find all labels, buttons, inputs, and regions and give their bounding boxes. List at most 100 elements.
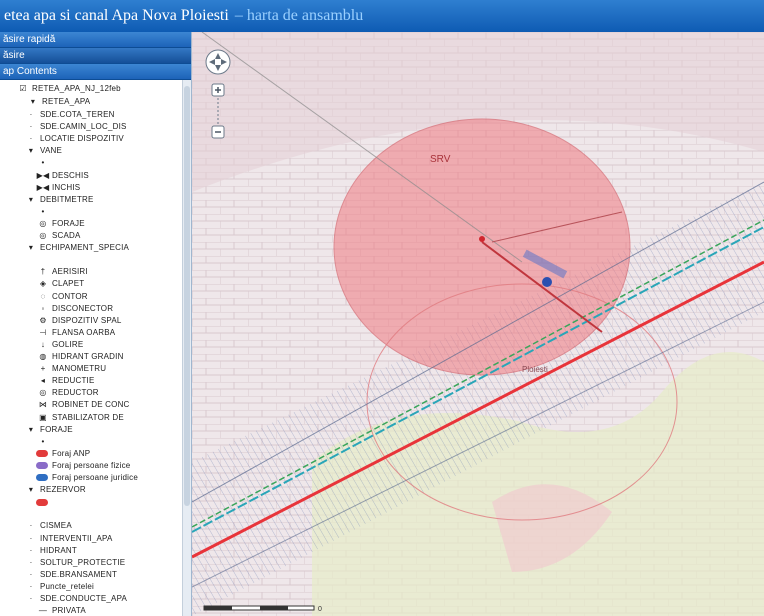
map-navigation[interactable]	[205, 49, 231, 139]
panel-contents-header[interactable]: ap Contents	[0, 64, 191, 80]
toc-layer-item[interactable]: ▶◀ INCHIS	[34, 181, 80, 194]
toc-scrollbar[interactable]	[182, 80, 191, 616]
pan-control[interactable]	[205, 49, 231, 75]
toc-layer-item[interactable]: · SDE.CAMIN_LOC_DIS	[22, 120, 127, 133]
toc-layer-item[interactable]	[34, 253, 52, 266]
scroll-thumb[interactable]	[184, 86, 190, 506]
toc-layer-item[interactable]: ◎ SCADA	[34, 229, 81, 242]
legend-symbol-icon: ◍	[39, 352, 47, 361]
toc-layer-item[interactable]: ◂ REDUCTIE	[34, 374, 95, 387]
toc-layer-item[interactable]: · INTERVENTII_APA	[22, 532, 113, 545]
toc-layer-item[interactable]: ◌ CONTOR	[34, 290, 88, 303]
toc-layer-item[interactable]: ↓ GOLIRE	[34, 338, 83, 351]
legend-swatch-icon	[34, 495, 52, 508]
pipe-grey-3[interactable]	[201, 32, 523, 263]
toc-layer-item[interactable]: ▾ DEBITMETRE	[22, 193, 94, 206]
toc-layer-item[interactable]: ◈ CLAPET	[34, 277, 84, 290]
toc-layer-label: HIDRANT GRADIN	[52, 352, 124, 361]
legend-symbol-icon: ▾	[28, 424, 34, 434]
pipe-red-main[interactable]	[192, 260, 764, 559]
expand-icon[interactable]: ▾	[30, 97, 36, 106]
checkbox-icon[interactable]: ☑	[19, 84, 27, 93]
toc-layer-item[interactable]: ▾ FORAJE	[22, 423, 73, 436]
toc-layer-item[interactable]: + MANOMETRU	[34, 362, 106, 375]
legend-symbol-icon: ▾	[28, 485, 34, 495]
map-canvas[interactable]: SRV Ploiesti 0	[192, 32, 764, 616]
toc-layer-item[interactable]: •	[34, 156, 52, 169]
legend-symbol-icon: ⊣	[39, 327, 47, 337]
feature-point[interactable]	[479, 236, 485, 242]
panel-search-header[interactable]: ăsire rapidă	[0, 32, 191, 48]
toc-layer-item[interactable]: ▾ REZERVOR	[22, 483, 86, 496]
toc-layer-item[interactable]: ▣ STABILIZATOR DE	[34, 411, 124, 424]
toc-layer-item[interactable]: · LOCATIE DISPOZITIV	[22, 132, 124, 145]
toc-layer-item[interactable]: ◎ REDUCTOR	[34, 386, 99, 399]
toc-root[interactable]: ☑ RETEA_APA_NJ_12feb	[14, 82, 121, 95]
pipe-branch-2[interactable]	[491, 211, 623, 243]
toc-layer-item[interactable]: · SDE.CONDUCTE_APA	[22, 592, 127, 605]
toc-layer-label: MANOMETRU	[52, 364, 107, 374]
toc-layer-item[interactable]: · SOLTUR_PROTECTIE	[22, 556, 126, 569]
toc-layer-label: ECHIPAMENT_SPECIA	[40, 243, 130, 253]
toc-layer-item[interactable]: † AERISIRI	[34, 265, 88, 278]
toc-layer-label: REDUCTOR	[52, 388, 99, 398]
toc-layer-label: DISCONECTOR	[52, 303, 114, 313]
legend-symbol-icon: ·	[29, 594, 33, 603]
pipe-grey-2[interactable]	[192, 301, 764, 588]
toc-layer-item[interactable]	[22, 507, 40, 520]
toc-layer-item[interactable]: •	[34, 435, 52, 448]
toc-layer-item[interactable]: ⚙ DISPOZITIV SPAL	[34, 314, 122, 327]
toc-layer-item[interactable]: Foraj persoane fizice	[34, 459, 130, 472]
pipe-cyan[interactable]	[192, 226, 764, 533]
toc-layer-item[interactable]: •	[34, 205, 52, 218]
toc-layer-item[interactable]: · HIDRANT	[22, 544, 77, 557]
map-view[interactable]: SRV Ploiesti 0	[192, 32, 764, 616]
toc-layer-label: INCHIS	[52, 182, 81, 192]
legend-symbol-icon: +	[40, 364, 46, 374]
toc-layer-item[interactable]: Foraj ANP	[34, 447, 90, 460]
valve-symbol[interactable]	[542, 277, 552, 287]
panel-tools-header[interactable]: ăsire	[0, 48, 191, 64]
toc-group[interactable]: ▾ RETEA_APA	[24, 95, 90, 108]
legend-swatch	[35, 474, 48, 482]
app-title-bar: etea apa si canal Apa Nova Ploiesti – har…	[0, 0, 764, 32]
pan-arrows-icon[interactable]	[209, 53, 227, 71]
toc-layer-item[interactable]: ▶◀ DESCHIS	[34, 169, 89, 182]
toc-layer-item[interactable]: ⊣ FLANSA OARBA	[34, 326, 115, 339]
pipe-green[interactable]	[192, 219, 764, 528]
toc-layer-item[interactable]: · CISMEA	[22, 519, 72, 532]
sidebar: ăsire rapidă ăsire ap Contents ☑ RETEA_AP…	[0, 32, 192, 616]
toc-layer-item[interactable]: · SDE.COTA_TEREN	[22, 108, 115, 121]
legend-symbol-icon: ◌	[40, 291, 46, 301]
pipe-grey-1[interactable]	[192, 181, 764, 503]
toc-layer-label: Foraj persoane juridice	[52, 473, 138, 482]
legend-swatch	[35, 450, 48, 458]
toc-layer-item[interactable]: Foraj persoane juridice	[34, 471, 138, 484]
toc-layer-label: SDE.CONDUCTE_APA	[40, 594, 128, 603]
legend-symbol-icon: ⚙	[39, 315, 47, 325]
toc-layer-item[interactable]: · SDE.BRANSAMENT	[22, 568, 117, 581]
pipe-branch[interactable]	[481, 241, 603, 333]
legend-symbol-icon: ·	[29, 557, 33, 567]
legend-symbol-icon: ·	[29, 134, 33, 144]
toc-layer-item[interactable]: ◎ FORAJE	[34, 217, 85, 230]
toc-layer-label: GOLIRE	[52, 339, 84, 349]
legend-symbol-icon: ▾	[28, 243, 34, 253]
legend-symbol-icon: •	[41, 206, 45, 216]
toc-layer-label: Foraj persoane fizice	[52, 460, 131, 470]
selected-feature[interactable]	[522, 249, 568, 279]
map-watermark-arch	[192, 32, 764, 192]
toc-layer-item[interactable]: ▾ ECHIPAMENT_SPECIA	[22, 241, 129, 254]
toc-layer-item[interactable]: ◍ HIDRANT GRADIN	[34, 350, 124, 363]
toc-layer-item[interactable]: · Puncte_retelei	[22, 580, 94, 593]
toc-layer-item[interactable]: ▾ VANE	[22, 144, 62, 157]
toc-layer-item[interactable]	[34, 495, 52, 508]
legend-symbol-icon: ◎	[39, 388, 47, 398]
buffer-circle-outline[interactable]	[366, 283, 678, 521]
toc-layer-item[interactable]: ⋈ ROBINET DE CONC	[34, 398, 130, 411]
toc-layer-item[interactable]: — PRIVATA	[34, 604, 86, 614]
legend-symbol-icon: —	[38, 606, 48, 614]
legend-symbol-icon: ·	[29, 521, 33, 531]
buffer-circle-srv[interactable]	[333, 118, 631, 376]
toc-layer-item[interactable]: ◦ DISCONECTOR	[34, 302, 113, 315]
